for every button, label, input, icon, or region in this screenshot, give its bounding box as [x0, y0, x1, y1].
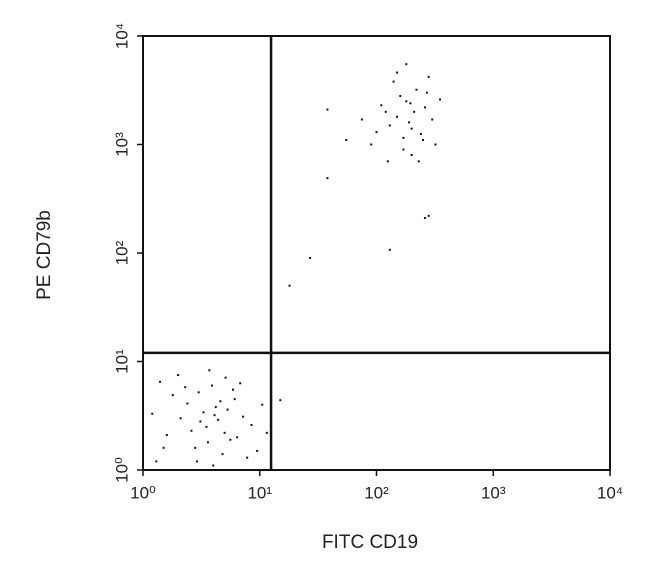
dot	[242, 415, 245, 418]
dot	[199, 420, 202, 423]
dot	[427, 75, 430, 78]
dot	[345, 139, 348, 142]
dot	[402, 148, 405, 151]
dot	[384, 110, 387, 113]
dot	[229, 438, 232, 441]
dot	[396, 71, 399, 74]
dot	[425, 91, 428, 94]
y-tick-label: 10⁰	[112, 457, 131, 483]
y-tick-label: 10²	[112, 240, 131, 265]
x-tick-label: 10²	[364, 483, 389, 502]
dot	[239, 382, 242, 385]
dot	[386, 160, 389, 163]
dot	[396, 115, 399, 118]
dot	[250, 423, 253, 426]
dot	[326, 108, 329, 111]
x-tick-label: 10⁰	[130, 483, 156, 502]
x-tick-label: 10³	[481, 483, 506, 502]
dot	[211, 384, 214, 387]
dot	[226, 408, 229, 411]
dot	[388, 124, 391, 127]
dot	[375, 131, 378, 134]
dot	[256, 449, 259, 452]
dot	[392, 80, 395, 83]
dot	[165, 434, 168, 437]
dot	[288, 284, 291, 287]
dot	[326, 177, 329, 180]
dot	[409, 102, 412, 105]
dot	[231, 388, 234, 391]
dot	[197, 391, 200, 394]
dot	[217, 418, 220, 421]
dot	[410, 127, 413, 130]
dot	[419, 132, 422, 135]
dot	[219, 400, 222, 403]
x-tick-label: 10¹	[247, 483, 272, 502]
dot	[233, 398, 236, 401]
dot	[186, 402, 189, 405]
dot	[388, 248, 391, 251]
dot	[413, 110, 416, 113]
dot	[380, 104, 383, 107]
dot	[190, 429, 193, 432]
dot	[224, 376, 227, 379]
dot	[405, 63, 408, 66]
dot	[246, 456, 249, 459]
dot	[159, 380, 162, 383]
dot	[402, 136, 405, 139]
dot	[261, 403, 264, 406]
dot	[213, 414, 216, 417]
dot	[162, 446, 165, 449]
dot	[151, 412, 154, 415]
plot-frame	[142, 35, 611, 471]
dot	[427, 214, 430, 217]
y-axis-label: PE CD79b	[34, 210, 55, 300]
y-tick-label: 10⁴	[112, 23, 131, 49]
dot	[421, 139, 424, 142]
dot	[195, 460, 198, 463]
x-axis-label: FITC CD19	[322, 532, 418, 553]
dot	[205, 425, 208, 428]
dot	[399, 94, 402, 97]
dot	[214, 406, 217, 409]
y-tick-label: 10¹	[112, 349, 131, 374]
dot	[221, 453, 224, 456]
x-tick-label: 10⁴	[597, 483, 623, 502]
dot	[155, 460, 158, 463]
dot	[223, 431, 226, 434]
dot	[202, 411, 205, 414]
dot	[439, 98, 442, 101]
dot	[405, 100, 408, 103]
dot	[212, 464, 215, 467]
dot	[208, 369, 211, 372]
y-tick-label: 10³	[112, 132, 131, 157]
dot	[236, 436, 239, 439]
dot	[177, 374, 180, 377]
dot	[370, 143, 373, 146]
dot	[171, 394, 174, 397]
dot	[423, 106, 426, 109]
dot	[434, 143, 437, 146]
dot	[360, 118, 363, 121]
dot	[194, 446, 197, 449]
dot	[265, 431, 268, 434]
dot	[179, 417, 182, 420]
dot	[279, 399, 282, 402]
dot	[410, 154, 413, 157]
dot	[206, 441, 209, 444]
dot	[184, 386, 187, 389]
dot	[415, 88, 418, 91]
dot	[309, 256, 312, 259]
dot	[408, 121, 411, 124]
dot	[423, 217, 426, 220]
dot	[417, 160, 420, 163]
dot	[431, 118, 434, 121]
